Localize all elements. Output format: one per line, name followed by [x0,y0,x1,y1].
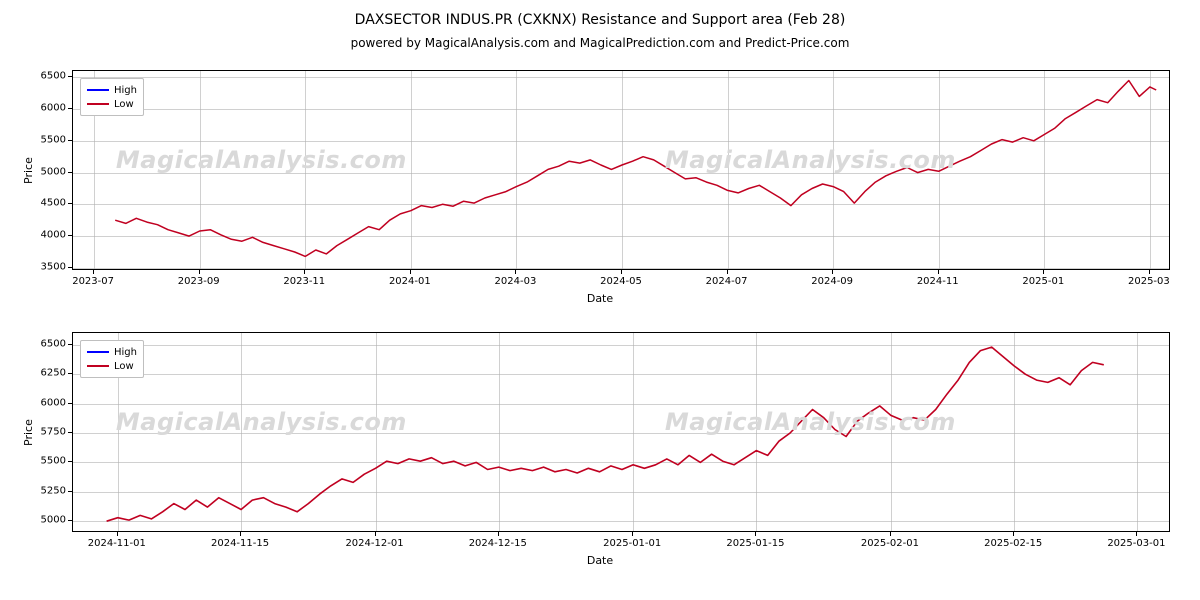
top-chart-x-tick-label: 2024-05 [600,276,642,287]
bottom-chart-plot-area [72,332,1170,532]
bottom-chart-x-tick-label: 2024-11-01 [88,538,146,549]
top-chart-x-tick-label: 2024-01 [389,276,431,287]
bottom-chart-x-tick-label: 2025-03-01 [1107,538,1165,549]
top-chart-x-tick-label: 2024-07 [706,276,748,287]
top-chart-low-line [115,81,1156,257]
top-chart-x-tick-label: 2024-09 [811,276,853,287]
legend-row: High [87,83,137,97]
main-title: DAXSECTOR INDUS.PR (CXKNX) Resistance an… [0,12,1200,28]
top-chart-x-tick-label: 2023-09 [178,276,220,287]
bottom-chart-x-tick-label: 2025-01-01 [603,538,661,549]
bottom-chart-series-svg [73,333,1171,533]
top-chart-series-svg [73,71,1171,271]
top-chart-x-axis-label: Date [0,292,1200,305]
top-chart-x-tick-label: 2023-11 [283,276,325,287]
top-chart-y-tick-label: 6000 [34,103,66,114]
bottom-chart-y-tick-label: 6250 [34,368,66,379]
legend-row: Low [87,359,137,373]
top-chart-y-tick-label: 6500 [34,71,66,82]
bottom-chart-y-tick-label: 5750 [34,427,66,438]
top-chart-x-tick-label: 2024-03 [495,276,537,287]
bottom-chart-x-tick-label: 2024-11-15 [211,538,269,549]
legend-row: High [87,345,137,359]
bottom-chart-y-tick-label: 6000 [34,397,66,408]
top-chart-plot-area [72,70,1170,270]
legend-label: High [114,85,137,96]
bottom-chart-y-tick-label: 6500 [34,338,66,349]
legend-swatch [87,103,109,105]
bottom-chart-x-tick-label: 2025-02-01 [861,538,919,549]
bottom-chart-x-tick-label: 2025-01-15 [726,538,784,549]
sub-title: powered by MagicalAnalysis.com and Magic… [0,36,1200,50]
legend-swatch [87,365,109,367]
top-chart-y-tick-label: 4000 [34,230,66,241]
legend-swatch [87,351,109,353]
top-chart-y-tick-label: 3500 [34,261,66,272]
top-chart-x-tick-label: 2025-03 [1128,276,1170,287]
bottom-chart-x-tick-label: 2024-12-15 [469,538,527,549]
legend-swatch [87,89,109,91]
bottom-chart-low-line [107,347,1104,521]
top-chart-y-tick-label: 5500 [34,134,66,145]
bottom-chart-legend: High Low [80,340,144,378]
top-chart-legend: High Low [80,78,144,116]
bottom-chart-x-axis-label: Date [0,554,1200,567]
bottom-chart-y-tick-label: 5500 [34,456,66,467]
bottom-chart-x-tick-label: 2025-02-15 [984,538,1042,549]
bottom-chart-y-tick-label: 5250 [34,485,66,496]
bottom-chart-y-tick-label: 5000 [34,515,66,526]
top-chart-x-tick-label: 2025-01 [1022,276,1064,287]
top-chart-x-tick-label: 2024-11 [917,276,959,287]
page: { "titles": { "main": "DAXSECTOR INDUS.P… [0,0,1200,600]
bottom-chart-x-tick-label: 2024-12-01 [345,538,403,549]
legend-row: Low [87,97,137,111]
legend-label: High [114,347,137,358]
legend-label: Low [114,99,134,110]
legend-label: Low [114,361,134,372]
top-chart-y-tick-label: 5000 [34,166,66,177]
top-chart-y-tick-label: 4500 [34,198,66,209]
top-chart-x-tick-label: 2023-07 [72,276,114,287]
